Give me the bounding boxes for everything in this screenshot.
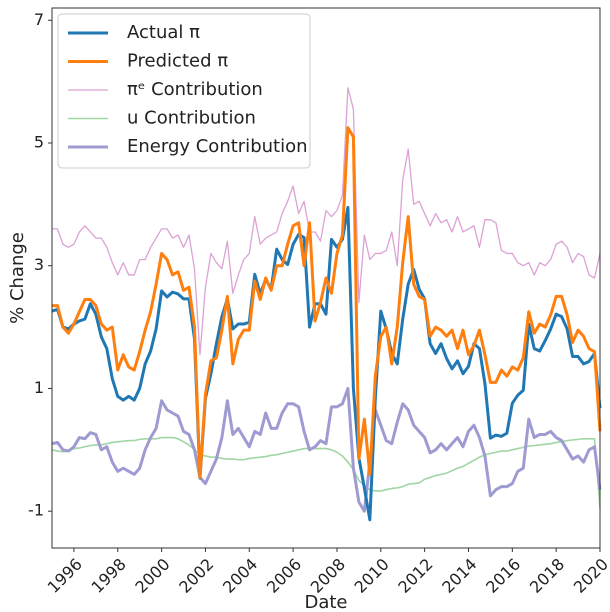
y-tick-label: 5 (34, 133, 44, 152)
y-tick-label: 7 (34, 10, 44, 29)
x-tick-label: 2018 (526, 555, 568, 597)
series-line (51, 436, 601, 509)
plot-frame (51, 7, 601, 549)
x-tick-label: 2016 (482, 555, 524, 597)
x-tick-label: 2002 (175, 555, 217, 597)
series-line (51, 386, 602, 513)
x-tick-label: 2006 (263, 555, 305, 597)
x-tick-label: 2004 (219, 555, 261, 597)
series-line (52, 87, 601, 356)
x-axis-label: Date (304, 592, 347, 612)
legend-label: Actual π (127, 22, 200, 43)
x-tick-label: 2010 (351, 555, 393, 597)
series-line (52, 126, 602, 479)
x-tick-label: 1996 (44, 555, 86, 597)
y-tick-label: -1 (28, 501, 44, 520)
x-tick-label: 2000 (131, 555, 173, 597)
legend-label: u Contribution (127, 108, 256, 129)
y-axis-label: % Change (7, 232, 28, 324)
legend-label: Predicted π (127, 51, 228, 72)
legend-label: Energy Contribution (127, 136, 308, 157)
legend-label: πᵉ Contribution (127, 79, 263, 100)
y-tick-label: 1 (34, 378, 44, 397)
legend: Actual π Predicted π πᵉ Contribution u Cont… (57, 13, 311, 169)
legend-box (57, 13, 311, 169)
y-tick-label: 3 (34, 255, 44, 274)
x-tick-label: 2008 (307, 555, 349, 597)
series-line (51, 205, 602, 522)
x-tick-label: 1998 (88, 555, 130, 597)
x-tick-label: 2014 (438, 555, 480, 597)
x-tick-label: 2012 (394, 555, 436, 597)
x-tick-label: 2020 (570, 555, 610, 597)
